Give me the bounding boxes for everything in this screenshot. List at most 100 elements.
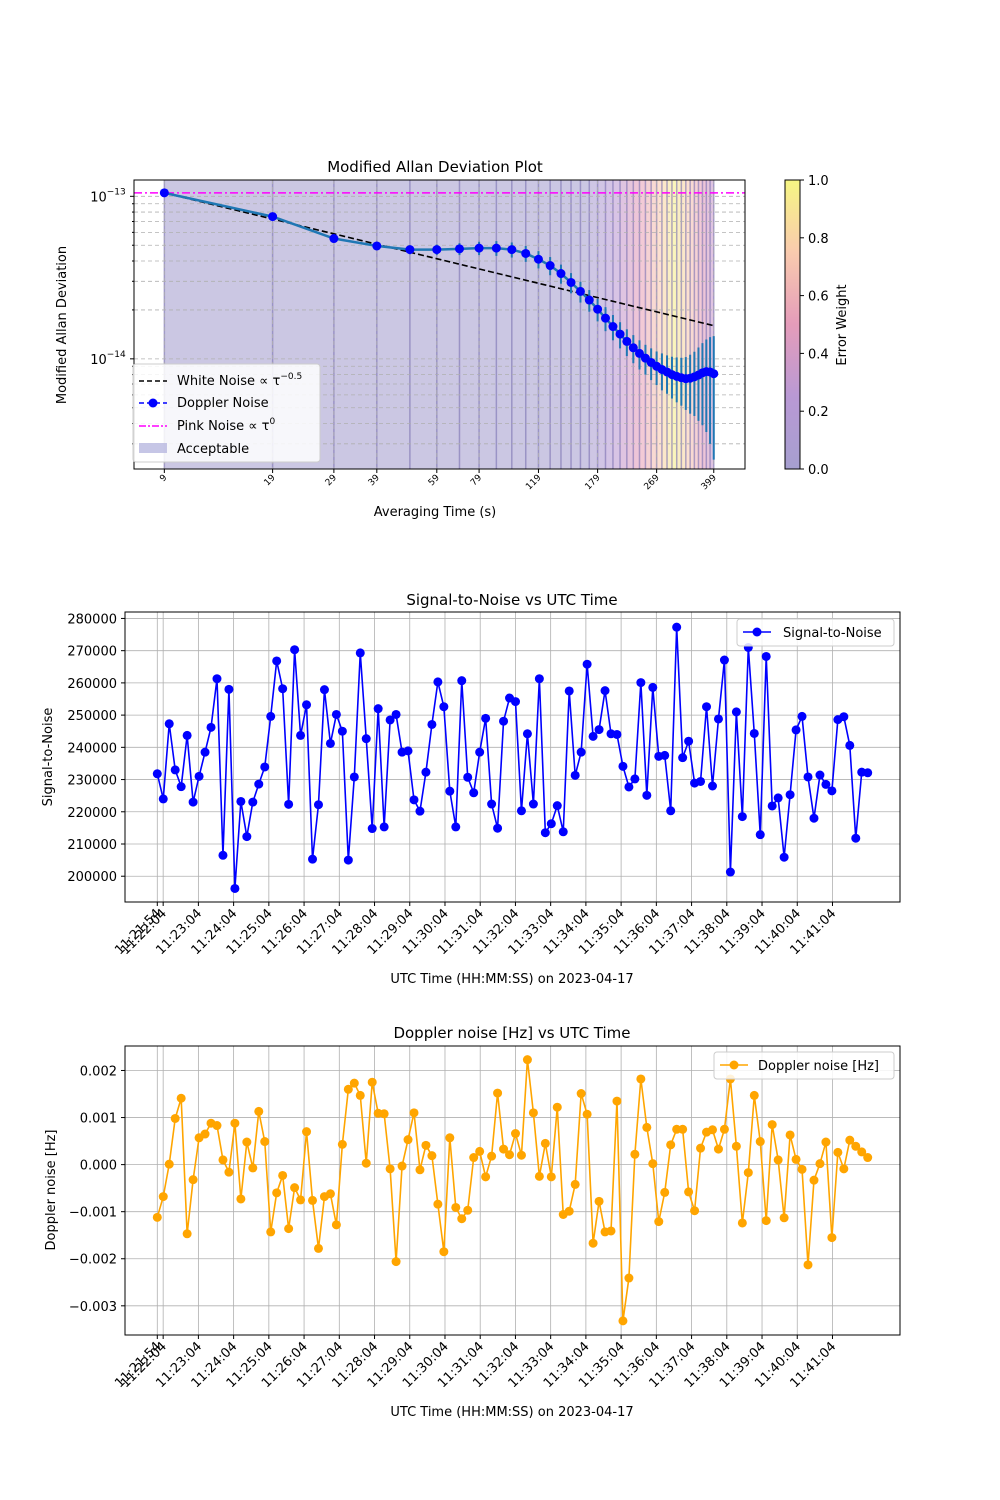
y-tick-label: 270000 xyxy=(67,645,117,660)
weight-band xyxy=(459,180,480,469)
data-point xyxy=(815,1159,825,1169)
data-point xyxy=(260,762,270,772)
data-point xyxy=(421,1140,431,1150)
weight-band xyxy=(656,180,662,469)
data-point xyxy=(510,1129,520,1139)
weight-band xyxy=(667,180,672,469)
doppler-noise-point xyxy=(491,243,501,253)
data-point xyxy=(385,1164,395,1174)
data-point xyxy=(224,1167,234,1177)
data-point xyxy=(546,1172,556,1182)
data-point xyxy=(594,1196,604,1206)
data-point xyxy=(290,1183,300,1193)
data-point xyxy=(761,1216,771,1226)
data-point xyxy=(284,1224,294,1234)
data-point xyxy=(206,722,216,732)
chart1-axes-frame xyxy=(133,179,746,470)
data-point xyxy=(845,1135,855,1145)
doppler-noise-point xyxy=(575,286,585,296)
data-point xyxy=(385,715,395,725)
data-point xyxy=(737,812,747,822)
data-point xyxy=(666,806,676,816)
y-tick-label: 10−13 xyxy=(90,187,126,205)
data-point xyxy=(707,781,717,791)
doppler-noise-point xyxy=(709,369,719,379)
weight-band xyxy=(671,180,677,469)
y-tick-label: 0.000 xyxy=(80,1159,117,1174)
weight-band xyxy=(661,180,668,469)
doppler-noise-point xyxy=(556,269,566,279)
weight-band xyxy=(639,180,646,469)
data-point xyxy=(719,1124,729,1134)
data-point xyxy=(516,1150,526,1160)
doppler-noise-point xyxy=(584,295,594,305)
chart1-plot-area xyxy=(134,188,745,460)
weight-band xyxy=(560,180,572,469)
data-point xyxy=(582,659,592,669)
data-point xyxy=(558,827,568,837)
data-point xyxy=(719,655,729,665)
doppler-noise-point xyxy=(372,241,382,251)
weight-band xyxy=(479,180,497,469)
data-point xyxy=(564,1206,574,1216)
chart1-x-ticks: 9 19 29 39 59 79 119 179 269 399 xyxy=(158,469,719,492)
data-point xyxy=(773,793,783,803)
data-point xyxy=(672,622,682,632)
data-point xyxy=(391,1257,401,1267)
data-point xyxy=(463,772,473,782)
data-point xyxy=(821,1137,831,1147)
data-point xyxy=(702,702,712,712)
doppler-noise-point xyxy=(600,313,610,323)
weight-band xyxy=(702,180,707,469)
data-point xyxy=(487,1151,497,1161)
data-point xyxy=(755,830,765,840)
data-point xyxy=(152,769,162,779)
data-point xyxy=(648,682,658,692)
data-point xyxy=(696,1143,706,1153)
chart1-title: Modified Allan Deviation Plot xyxy=(327,158,543,176)
data-point xyxy=(475,747,485,757)
data-point xyxy=(349,1078,359,1088)
doppler-noise-point xyxy=(454,244,464,254)
chart2-plot-area xyxy=(152,622,873,893)
data-point xyxy=(176,1093,186,1103)
data-point xyxy=(415,806,425,816)
data-point xyxy=(254,1106,264,1116)
error-weight-colorbar: 0.0 0.2 0.4 0.6 0.8 1.0 Error Weight xyxy=(784,174,850,478)
data-point xyxy=(218,1155,228,1165)
data-point xyxy=(636,678,646,688)
data-point xyxy=(319,685,329,695)
data-point xyxy=(499,1144,509,1154)
weight-band xyxy=(580,180,590,469)
data-point xyxy=(642,1122,652,1132)
doppler-noise-point xyxy=(622,336,632,346)
data-point xyxy=(761,651,771,661)
data-point xyxy=(254,779,264,789)
chart2-x-ticks: 11:21:5411:22:0411:23:0411:24:0411:25:04… xyxy=(112,902,839,958)
data-point xyxy=(767,1120,777,1130)
chart3-plot-area xyxy=(152,1055,873,1326)
data-point xyxy=(343,1084,353,1094)
doppler-noise-point xyxy=(608,322,618,332)
data-point xyxy=(236,796,246,806)
data-point xyxy=(839,712,849,722)
weight-band xyxy=(376,180,410,469)
data-point xyxy=(713,1144,723,1154)
data-point xyxy=(451,822,461,832)
chart1-x-label: Averaging Time (s) xyxy=(374,505,496,520)
data-point xyxy=(570,770,580,780)
data-point xyxy=(170,1113,180,1123)
data-point xyxy=(684,736,694,746)
data-point xyxy=(415,1165,425,1175)
data-point xyxy=(182,730,192,740)
data-point xyxy=(779,852,789,862)
data-point xyxy=(308,1195,318,1205)
data-point xyxy=(290,645,300,655)
allan-deviation-chart: Modified Allan Deviation Plot 9 19 29 39 59 7… xyxy=(55,158,850,520)
data-point xyxy=(540,1138,550,1148)
data-point xyxy=(725,867,735,877)
y-tick-label: 0.001 xyxy=(80,1112,117,1127)
doppler-noise-point xyxy=(593,304,603,314)
data-point xyxy=(618,761,628,771)
